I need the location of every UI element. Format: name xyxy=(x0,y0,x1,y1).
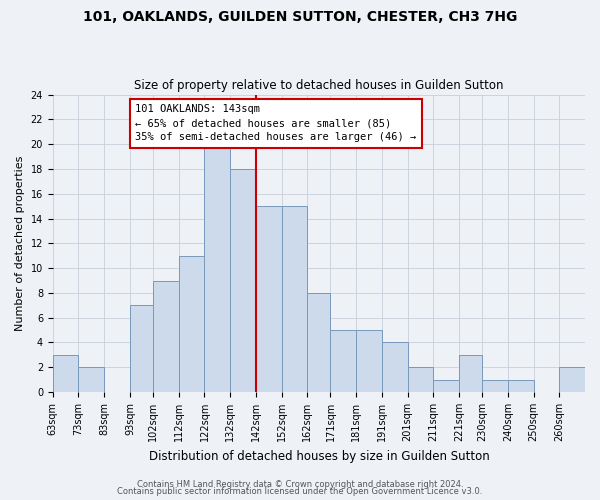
Bar xyxy=(230,169,256,392)
Bar xyxy=(407,368,433,392)
X-axis label: Distribution of detached houses by size in Guilden Sutton: Distribution of detached houses by size … xyxy=(149,450,489,462)
Bar xyxy=(433,380,459,392)
Text: 101, OAKLANDS, GUILDEN SUTTON, CHESTER, CH3 7HG: 101, OAKLANDS, GUILDEN SUTTON, CHESTER, … xyxy=(83,10,517,24)
Bar xyxy=(179,256,205,392)
Bar xyxy=(130,306,153,392)
Text: Contains HM Land Registry data © Crown copyright and database right 2024.: Contains HM Land Registry data © Crown c… xyxy=(137,480,463,489)
Bar xyxy=(53,355,79,392)
Bar xyxy=(508,380,533,392)
Bar xyxy=(307,293,331,392)
Title: Size of property relative to detached houses in Guilden Sutton: Size of property relative to detached ho… xyxy=(134,79,503,92)
Bar xyxy=(331,330,356,392)
Text: Contains public sector information licensed under the Open Government Licence v3: Contains public sector information licen… xyxy=(118,487,482,496)
Bar xyxy=(459,355,482,392)
Bar xyxy=(205,144,230,392)
Bar xyxy=(356,330,382,392)
Bar xyxy=(153,280,179,392)
Bar xyxy=(79,368,104,392)
Bar xyxy=(281,206,307,392)
Y-axis label: Number of detached properties: Number of detached properties xyxy=(15,156,25,331)
Bar xyxy=(559,368,585,392)
Bar xyxy=(482,380,508,392)
Bar xyxy=(256,206,281,392)
Text: 101 OAKLANDS: 143sqm
← 65% of detached houses are smaller (85)
35% of semi-detac: 101 OAKLANDS: 143sqm ← 65% of detached h… xyxy=(135,104,416,142)
Bar xyxy=(382,342,407,392)
